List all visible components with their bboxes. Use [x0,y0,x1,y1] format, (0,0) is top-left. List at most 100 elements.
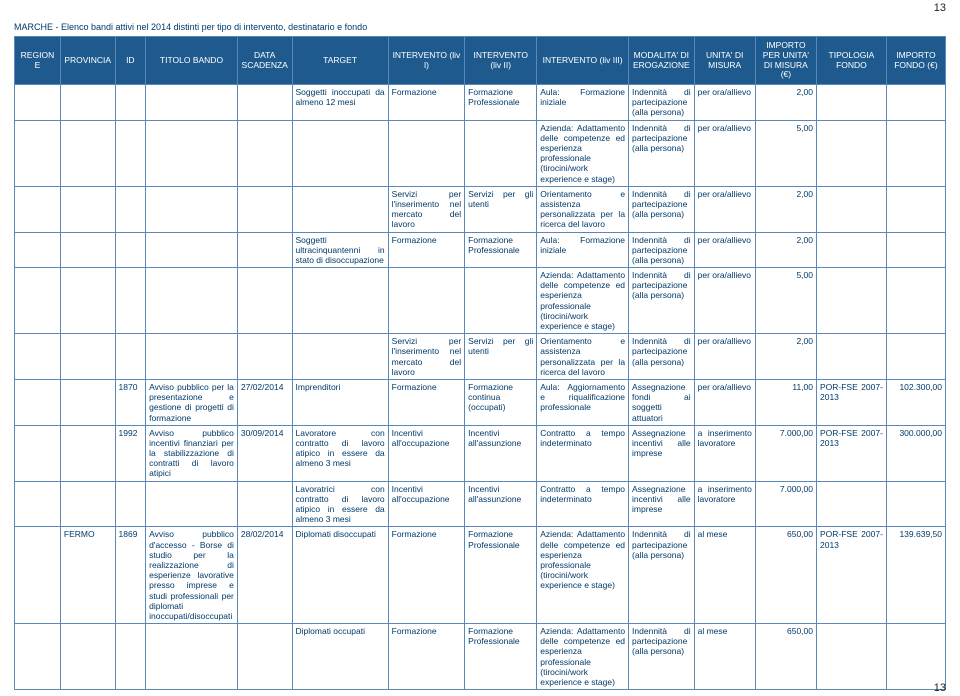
cell-unita: al mese [694,527,755,624]
col-provincia: PROVINCIA [60,37,115,85]
cell-target: Lavoratrici con contratto di lavoro atip… [292,481,388,527]
cell-regione [15,425,61,481]
cell-modalita: Indennità di partecipazione (alla person… [629,527,695,624]
cell-unita: per ora/allievo [694,186,755,232]
cell-tipologia [816,85,886,121]
cell-unita: a inserimento lavoratore [694,481,755,527]
cell-id [115,624,146,690]
cell-importo_fondo [886,232,945,268]
cell-scadenza: 27/02/2014 [237,379,292,425]
cell-scadenza [237,120,292,186]
cell-titolo [146,120,238,186]
cell-titolo [146,481,238,527]
cell-tipologia [816,120,886,186]
table-row: 1992Avviso pubblico incentivi finanziari… [15,425,946,481]
cell-id: 1869 [115,527,146,624]
cell-liv2: Incentivi all'assunzione [465,425,537,481]
cell-target [292,120,388,186]
cell-unita: per ora/allievo [694,120,755,186]
cell-importo_unita: 2,00 [755,334,816,380]
cell-target [292,268,388,334]
cell-scadenza [237,268,292,334]
cell-unita: a inserimento lavoratore [694,425,755,481]
cell-liv1: Incentivi all'occupazione [388,481,464,527]
cell-regione [15,85,61,121]
cell-tipologia [816,481,886,527]
cell-importo_unita: 5,00 [755,268,816,334]
cell-liv1: Formazione [388,624,464,690]
table-row: Soggetti ultracinquantenni in stato di d… [15,232,946,268]
cell-provincia [60,120,115,186]
cell-scadenza [237,334,292,380]
col-liv2: INTERVENTO (liv II) [465,37,537,85]
cell-tipologia: POR-FSE 2007-2013 [816,425,886,481]
cell-target: Diplomati occupati [292,624,388,690]
table-row: Servizi per l'inserimento nel mercato de… [15,186,946,232]
cell-scadenza [237,232,292,268]
cell-unita: per ora/allievo [694,334,755,380]
cell-titolo [146,85,238,121]
cell-provincia [60,268,115,334]
cell-provincia [60,85,115,121]
cell-provincia [60,379,115,425]
cell-importo_fondo: 300.000,00 [886,425,945,481]
cell-scadenza: 28/02/2014 [237,527,292,624]
cell-titolo: Avviso pubblico d'accesso - Borse di stu… [146,527,238,624]
cell-liv1: Servizi per l'inserimento nel mercato de… [388,186,464,232]
col-unita: UNITA' DI MISURA [694,37,755,85]
cell-target: Lavoratore con contratto di lavoro atipi… [292,425,388,481]
cell-scadenza: 30/09/2014 [237,425,292,481]
cell-id: 1870 [115,379,146,425]
table-row: Azienda: Adattamento delle competenze ed… [15,120,946,186]
cell-titolo [146,186,238,232]
cell-provincia [60,232,115,268]
cell-id [115,186,146,232]
page-number-bottom: 13 [934,682,946,694]
table-row: Azienda: Adattamento delle competenze ed… [15,268,946,334]
cell-importo_unita: 2,00 [755,186,816,232]
cell-liv3: Orientamento e assistenza personalizzata… [537,334,629,380]
col-target: TARGET [292,37,388,85]
cell-unita: per ora/allievo [694,268,755,334]
cell-unita: per ora/allievo [694,379,755,425]
cell-regione [15,334,61,380]
cell-liv3: Contratto a tempo indeterminato [537,425,629,481]
cell-liv2: Incentivi all'assunzione [465,481,537,527]
cell-liv1: Incentivi all'occupazione [388,425,464,481]
cell-liv1: Formazione [388,232,464,268]
cell-liv2 [465,120,537,186]
cell-regione [15,232,61,268]
cell-unita: per ora/allievo [694,232,755,268]
cell-modalita: Assegnazione fondi ai soggetti attuatori [629,379,695,425]
cell-liv3: Aula: Formazione iniziale [537,232,629,268]
cell-modalita: Indennità di partecipazione (alla person… [629,268,695,334]
cell-liv2: Formazione continua (occupati) [465,379,537,425]
cell-importo_unita: 7.000,00 [755,425,816,481]
cell-modalita: Indennità di partecipazione (alla person… [629,334,695,380]
col-scadenza: DATA SCADENZA [237,37,292,85]
cell-liv2: Servizi per gli utenti [465,186,537,232]
cell-provincia [60,624,115,690]
cell-importo_fondo [886,481,945,527]
col-importo_fondo: IMPORTO FONDO (€) [886,37,945,85]
col-regione: REGIONE [15,37,61,85]
cell-tipologia [816,268,886,334]
cell-tipologia [816,186,886,232]
cell-titolo [146,268,238,334]
cell-provincia [60,481,115,527]
cell-importo_fondo [886,85,945,121]
cell-modalita: Assegnazione incentivi alle imprese [629,425,695,481]
cell-target [292,186,388,232]
cell-regione [15,186,61,232]
cell-scadenza [237,481,292,527]
table-header-row: REGIONEPROVINCIAIDTITOLO BANDODATA SCADE… [15,37,946,85]
cell-provincia [60,186,115,232]
cell-scadenza [237,85,292,121]
cell-provincia [60,334,115,380]
cell-liv2 [465,268,537,334]
cell-importo_fondo [886,268,945,334]
cell-tipologia: POR-FSE 2007-2013 [816,379,886,425]
cell-liv3: Azienda: Adattamento delle competenze ed… [537,120,629,186]
cell-liv1 [388,268,464,334]
col-titolo: TITOLO BANDO [146,37,238,85]
